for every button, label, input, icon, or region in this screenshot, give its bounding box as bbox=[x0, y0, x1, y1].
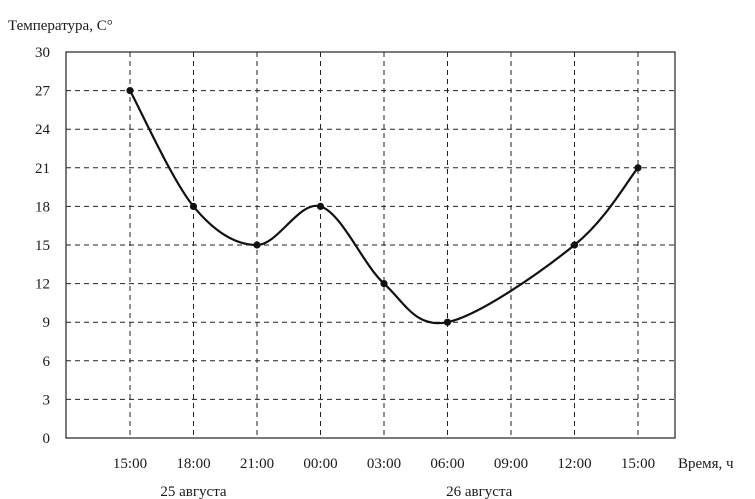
data-point bbox=[253, 241, 261, 249]
x-tick-labels: 15:00 18:00 21:00 00:00 03:00 06:00 09:00 12:00… bbox=[113, 456, 655, 472]
data-point bbox=[189, 202, 198, 210]
y-tick-label: 18 bbox=[35, 199, 50, 215]
y-tick-label: 27 bbox=[35, 84, 51, 100]
x-tick-label: 06:00 bbox=[430, 456, 464, 472]
y-tick-label: 15 bbox=[35, 238, 50, 254]
y-tick-label: 30 bbox=[35, 45, 50, 61]
y-tick-label: 12 bbox=[35, 277, 50, 293]
grid bbox=[66, 52, 675, 438]
x-tick-label: 18:00 bbox=[176, 456, 210, 472]
x-tick-label: 03:00 bbox=[367, 456, 401, 472]
x-tick-label: 15:00 bbox=[621, 456, 655, 472]
x-tick-label: 00:00 bbox=[303, 456, 337, 472]
data-point bbox=[443, 318, 452, 326]
date-label: 25 августа bbox=[160, 484, 227, 499]
x-tick-label: 15:00 bbox=[113, 456, 147, 472]
y-tick-label: 21 bbox=[35, 161, 50, 177]
y-tick-label: 3 bbox=[43, 392, 51, 408]
x-tick-label: 12:00 bbox=[557, 456, 591, 472]
y-tick-label: 9 bbox=[43, 315, 51, 331]
y-axis-label: Температура, С° bbox=[8, 18, 113, 34]
data-point bbox=[316, 202, 325, 210]
x-tick-label: 21:00 bbox=[240, 456, 274, 472]
y-tick-label: 24 bbox=[35, 122, 51, 138]
date-label: 26 августа bbox=[446, 484, 513, 499]
x-axis-label: Время, ч bbox=[678, 456, 734, 472]
y-tick-label: 0 bbox=[43, 431, 51, 447]
data-point bbox=[634, 164, 642, 172]
y-tick-label: 6 bbox=[43, 354, 51, 370]
data-point bbox=[380, 280, 388, 288]
data-points bbox=[126, 87, 642, 326]
y-tick-labels: 0 3 6 9 12 15 18 21 24 27 30 bbox=[35, 45, 51, 447]
data-point bbox=[126, 87, 134, 95]
plot-frame bbox=[65, 51, 676, 439]
x-tick-label: 09:00 bbox=[494, 456, 528, 472]
data-point bbox=[570, 241, 579, 249]
date-labels: 25 августа 26 августа bbox=[160, 484, 512, 499]
